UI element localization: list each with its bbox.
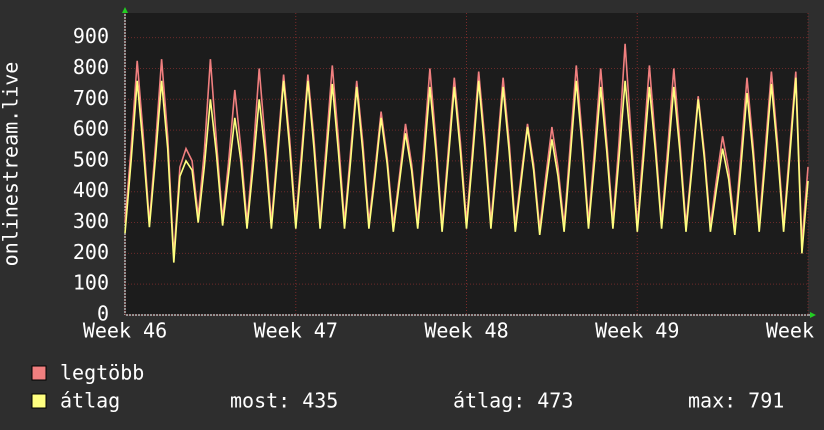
y-tick-label: 200	[73, 240, 109, 264]
series-line	[124, 77, 809, 263]
y-tick-label: 400	[73, 178, 109, 202]
x-tick-label: Week 49	[595, 319, 679, 343]
legend-label: átlag	[60, 389, 120, 413]
y-tick-label: 800	[73, 55, 109, 79]
y-tick-label: 700	[73, 86, 109, 110]
y-tick-label: 500	[73, 147, 109, 171]
legend-swatch	[31, 365, 47, 381]
stat-label: most:	[230, 389, 290, 413]
stat-value: 473	[537, 389, 573, 413]
axis-arrow	[810, 312, 816, 318]
y-tick-label: 600	[73, 117, 109, 141]
y-axis-label: onlinestream.live	[0, 62, 23, 267]
x-tick-label: Week 48	[424, 319, 508, 343]
stat-label: átlag:	[453, 389, 525, 413]
x-tick-label: Week 47	[254, 319, 338, 343]
legend-swatch	[31, 393, 47, 409]
axis-arrow	[122, 7, 128, 13]
y-tick-label: 0	[97, 302, 109, 326]
y-tick-label: 900	[73, 24, 109, 48]
stat-value: 791	[748, 389, 784, 413]
legend-label: legtöbb	[60, 361, 144, 385]
x-tick-label: Week 46	[83, 319, 167, 343]
stat-value: 435	[302, 389, 338, 413]
y-tick-label: 300	[73, 209, 109, 233]
y-tick-label: 100	[73, 271, 109, 295]
x-tick-label: Week 50	[766, 319, 824, 343]
stat-label: max:	[688, 389, 736, 413]
